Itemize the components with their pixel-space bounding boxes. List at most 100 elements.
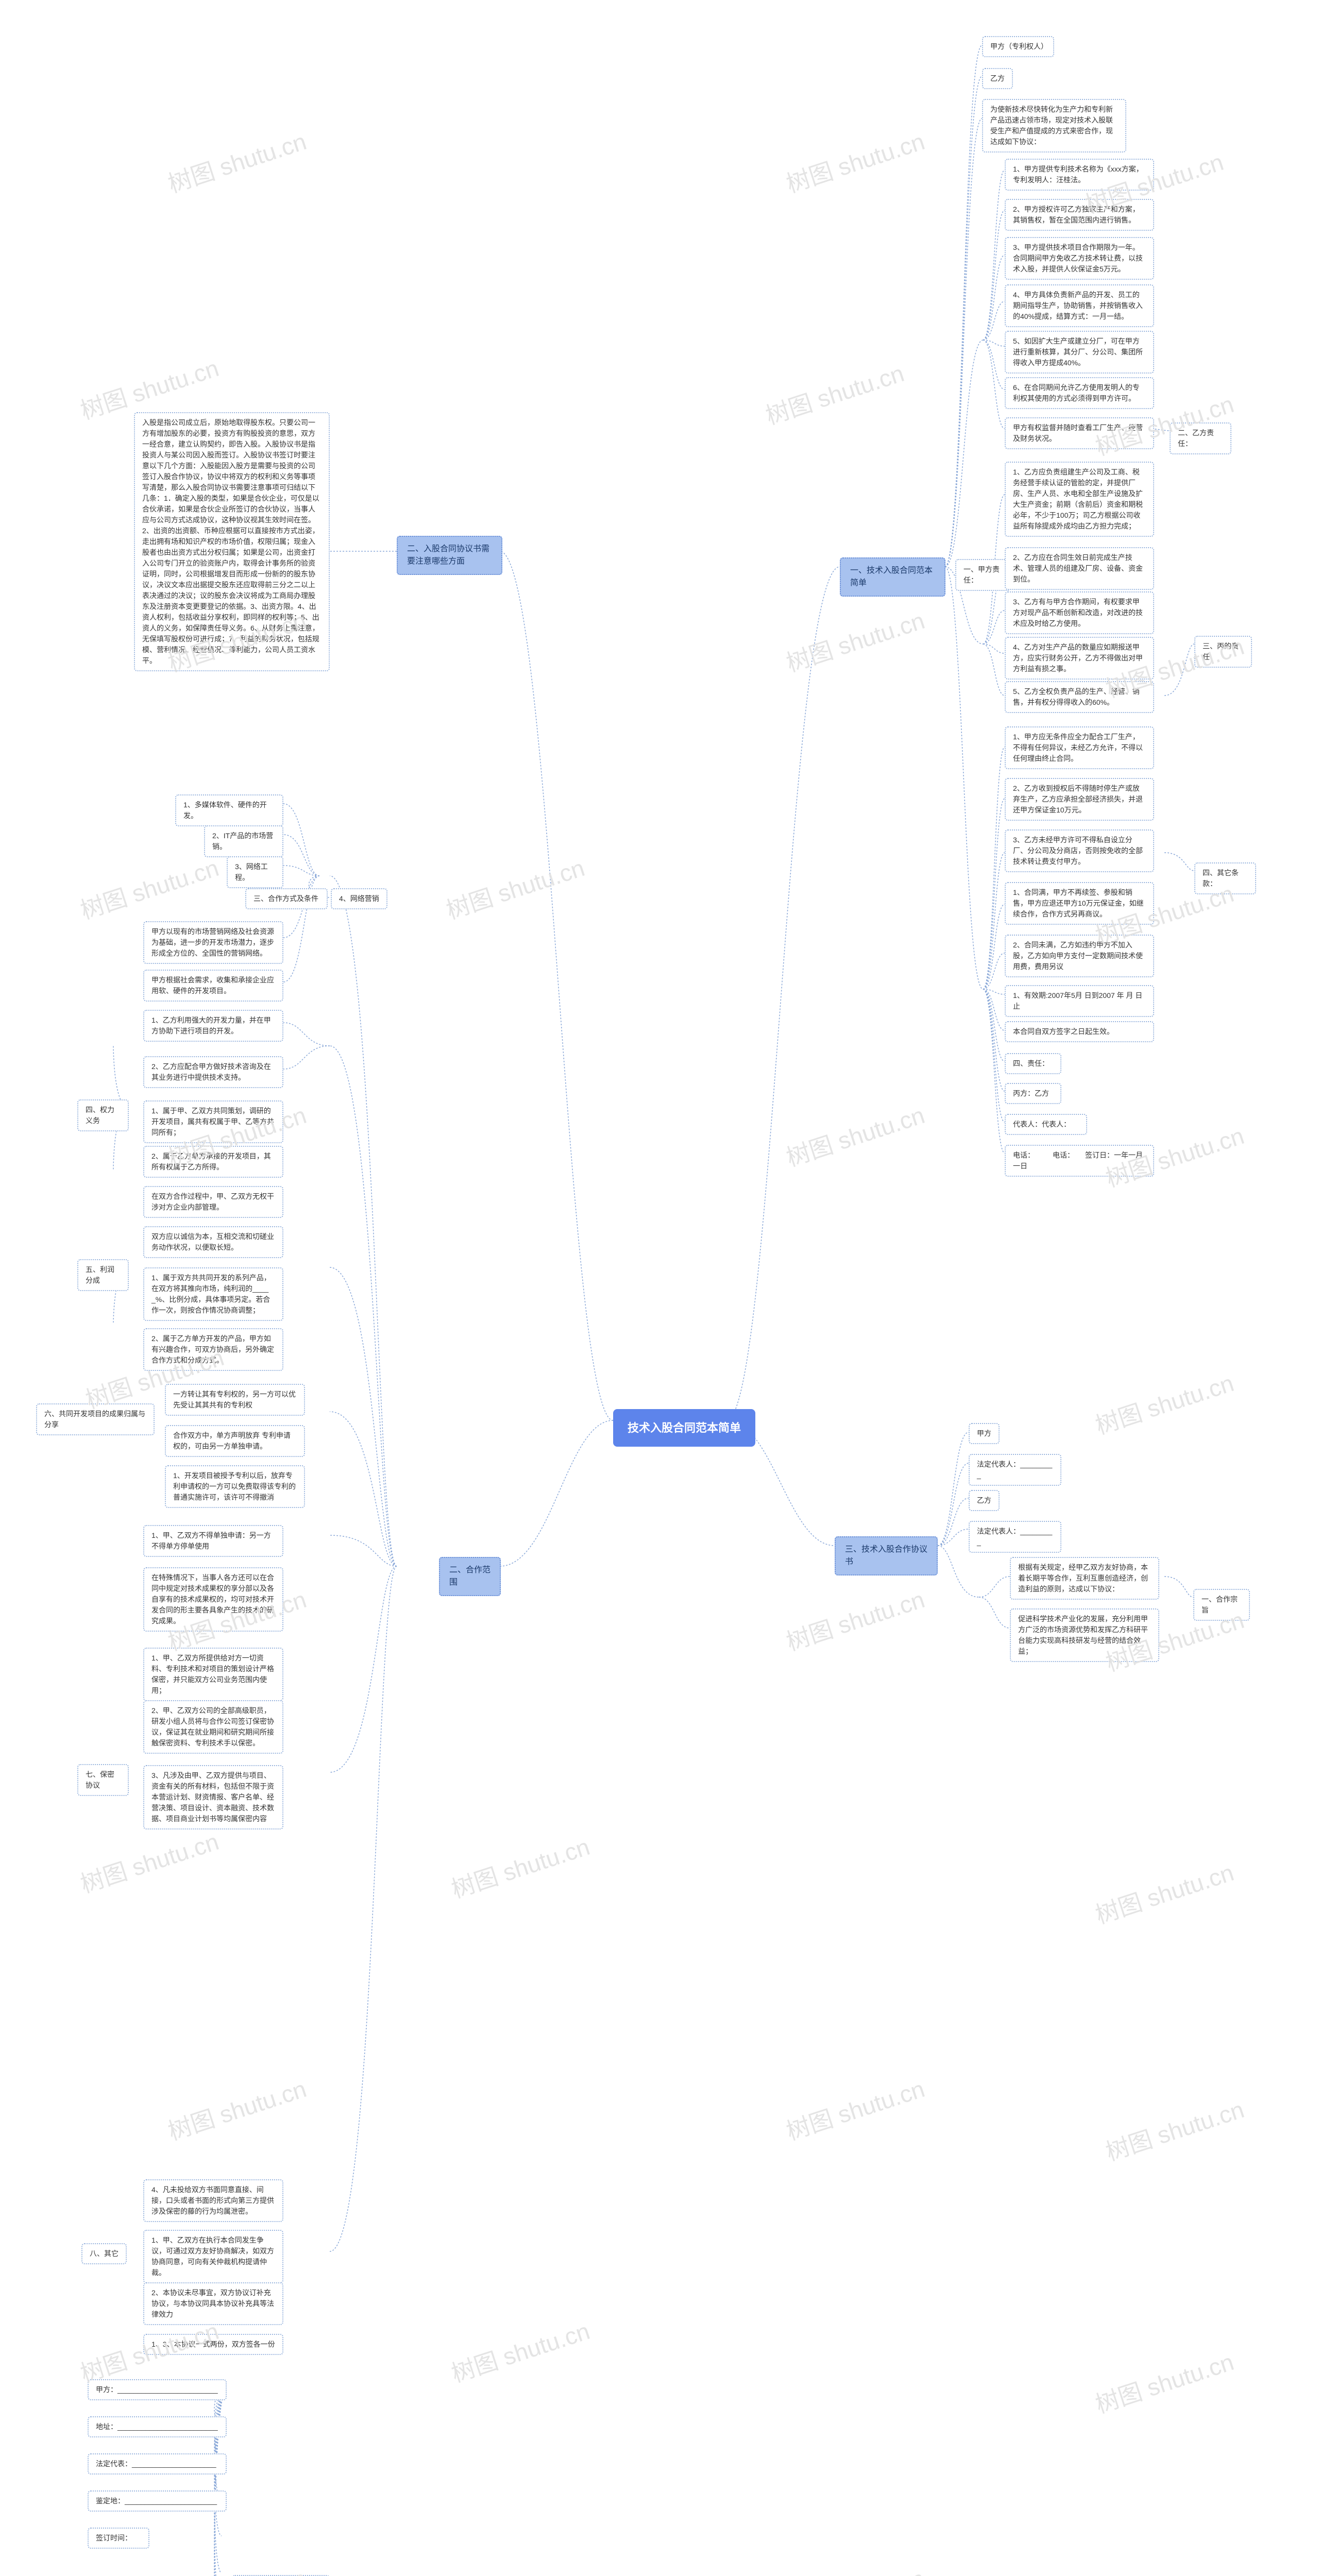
qttk-8[interactable]: 丙方：乙方 [1005, 1083, 1061, 1104]
root-node[interactable]: 技术入股合同范本简单 [613, 1409, 755, 1447]
qlyw-label[interactable]: 四、权力义务 [77, 1099, 129, 1131]
qlyw-3[interactable]: 2、属于乙方单方承接的开发项目，其所有权属于乙方所得。 [143, 1146, 283, 1178]
watermark: 树图 shutu.cn [442, 850, 588, 926]
bfzr-0[interactable]: 1、乙方应负责组建生产公司及工商、税务经营手续认证的管脸的定，并提供厂房、生产人… [1005, 462, 1154, 537]
section-hzfw[interactable]: 二、合作范围 [439, 1557, 501, 1596]
hzfs-2[interactable]: 3、网络工程。 [227, 856, 283, 888]
jfzr-5[interactable]: 6、在合同期间允许乙方使用发明人的专利权其使用的方式必须得到甲方许可。 [1005, 377, 1154, 409]
mindmap-canvas: 技术入股合同范本简单 一、技术入股合同范本简单 甲方（专利权人） 乙方 为使新技… [0, 0, 1319, 2576]
bfzr-4[interactable]: 5、乙方全权负责产品的生产、经营、销售，并有权分得得收入的60%。 [1005, 681, 1154, 713]
lrfc-label[interactable]: 五、利润分成 [77, 1259, 129, 1291]
section-2[interactable]: 二、入股合同协议书需要注意哪些方面 [397, 536, 502, 575]
watermark: 树图 shutu.cn [782, 2560, 928, 2576]
hzfs-0[interactable]: 1、多媒体软件、硬件的开发。 [175, 794, 283, 826]
gtcgs-2[interactable]: 1、开发项目被授予专利以后，放弃专利申请权的一方可以免费取得该专利的普通实施许可… [165, 1465, 305, 1508]
qt8-1[interactable]: 1、甲、乙双方在执行本合同发生争议，可通过双方友好协商解决，如双方协商同意，可向… [143, 2230, 283, 2283]
hzzz-0[interactable]: 根据有关规定，经甲乙双方友好协商，本着长期平等合作，互利互惠创造经济，创造利益的… [1010, 1557, 1159, 1600]
watermark: 树图 shutu.cn [1091, 1854, 1238, 1931]
watermark: 树图 shutu.cn [1091, 2344, 1238, 2420]
qt8-label[interactable]: 八、其它 [81, 2243, 127, 2264]
form-4[interactable]: 签订时间： [88, 2528, 149, 2549]
jfzr-sub[interactable]: 二、乙方责任： [1170, 422, 1231, 454]
hzfs-e0[interactable]: 甲方以现有的市场营销网络及社会资源为基础，进一步的开发市场潜力，逐步形成全方位的… [143, 921, 283, 964]
lrfc-1[interactable]: 1、属于双方共共同开发的系列产品，在双方将其推向市场，纯利润的_____%、比例… [143, 1267, 283, 1321]
section-1[interactable]: 一、技术入股合同范本简单 [840, 557, 945, 597]
qttk-5[interactable]: 1、有效期:2007年5月 日到2007 年 月 日止 [1005, 985, 1154, 1017]
qlyw-0[interactable]: 1、乙方利用强大的开发力量，并在甲方协助下进行项目的开发。 [143, 1010, 283, 1042]
watermark: 树图 shutu.cn [163, 123, 310, 200]
lrfc-2[interactable]: 2、属于乙方单方开发的产品，甲方如有兴趣合作，可双方协商后，另外确定合作方式和分… [143, 1328, 283, 1371]
qlyw-1[interactable]: 2、乙方应配合甲方做好技术咨询及在其业务进行中提供技术支持。 [143, 1056, 283, 1088]
bfzr-label[interactable]: 三、丙的责任 [1194, 636, 1252, 668]
bfzr-1[interactable]: 2、乙方应在合同生效日前完成生产技术、管理人员的组建及厂房、设备、资金到位。 [1005, 547, 1154, 590]
qlyw-4[interactable]: 在双方合作过程中，甲、乙双方无权干涉对方企业内部管理。 [143, 1186, 283, 1218]
s3-leaf-1[interactable]: 法定代表人：_________ [969, 1454, 1061, 1486]
s1-leaf-1[interactable]: 乙方 [982, 68, 1013, 89]
watermark: 树图 shutu.cn [761, 355, 908, 432]
hzzz-1[interactable]: 促进科学技术产业化的发展，充分利用甲方广泛的市场资源优势和发挥乙方科研平台能力实… [1010, 1608, 1159, 1662]
qt8-3[interactable]: 1、3、本协议一式两份，双方签各一份 [143, 2334, 283, 2355]
hzfs-e1[interactable]: 甲方根据社会需求，收集和承接企业应用软、硬件的开发项目。 [143, 970, 283, 1002]
watermark: 树图 shutu.cn [163, 2560, 310, 2576]
bmxy-2[interactable]: 1、甲、乙双方所提供给对方一切资料、专利技术和对项目的策划设计严格保密，并只能双… [143, 1648, 283, 1701]
jfzr-label[interactable]: 一、甲方责任： [955, 559, 1011, 591]
bmxy-1[interactable]: 在特殊情况下，当事人各方还可以在合同中规定对技术成果权的享分部以及各自享有的技术… [143, 1567, 283, 1632]
watermark: 树图 shutu.cn [782, 123, 928, 200]
qttk-label[interactable]: 四、其它条款： [1194, 862, 1256, 894]
bmxy-3[interactable]: 2、甲、乙双方公司的全部高级职员，研发小组人员将与合作公司签订保密协议，保证其在… [143, 1700, 283, 1754]
watermark: 树图 shutu.cn [1091, 1365, 1238, 1442]
hzfs-3[interactable]: 4、网络营销 [331, 888, 387, 909]
watermark: 树图 shutu.cn [782, 2071, 928, 2147]
jfzr-3[interactable]: 4、甲方具体负责新产品的开发、员工的期间指导生产，协助销售，并按销售收入的40%… [1005, 284, 1154, 327]
form-1[interactable]: 地址：_________________________ [88, 2416, 227, 2437]
jfzr-4[interactable]: 5、如因扩大生产或建立分厂，可在甲方进行重新核算，其分厂、分公司、集团所得收入甲… [1005, 331, 1154, 374]
qttk-6[interactable]: 本合同自双方签字之日起生效。 [1005, 1021, 1154, 1042]
qttk-9[interactable]: 代表人：代表人： [1005, 1114, 1087, 1135]
qttk-0[interactable]: 1、甲方应无条件应全力配合工厂生产，不得有任何异议，未经乙方允许，不得以任何理由… [1005, 726, 1154, 769]
s1-leaf-0[interactable]: 甲方（专利权人） [982, 36, 1054, 57]
watermark: 树图 shutu.cn [447, 1828, 594, 1905]
qttk-10[interactable]: 电话： 电话： 签订日：一年一月一日 [1005, 1145, 1154, 1177]
qttk-7[interactable]: 四、责任： [1005, 1053, 1061, 1074]
lrfc-0[interactable]: 双方应以诚信为本，互相交流和切磋业务动作状况，以便取长短。 [143, 1226, 283, 1258]
jfzr-1[interactable]: 2、甲方授权许可乙方独家生产和方案，其销售权，暂在全国范围内进行销售。 [1005, 199, 1154, 231]
watermark: 树图 shutu.cn [782, 602, 928, 679]
hzzz-label[interactable]: 一、合作宗旨 [1193, 1589, 1250, 1621]
jfzr-0[interactable]: 1、甲方提供专利技术名称为《xxx方案，专利发明人：汪桂法。 [1005, 159, 1154, 191]
hzfs-label[interactable]: 三、合作方式及条件 [245, 888, 328, 909]
bmxy-4[interactable]: 3、凡涉及由甲、乙双方提供与项目、资金有关的所有材料，包括但不限于资本营运计划、… [143, 1765, 283, 1829]
s2-bigleaf[interactable]: 入股是指公司成立后，原始地取得股东权。只要公司一方有增加股东的必要，投资方有购股… [134, 412, 330, 671]
watermark: 树图 shutu.cn [447, 2313, 594, 2389]
qt8-0[interactable]: 4、凡未投给双方书面同意直接、间接，口头或者书面的形式向第三方提供涉及保密的藤的… [143, 2179, 283, 2222]
gtcgs-1[interactable]: 合作双方中，单方声明放弃 专利申请权的，可由另一方单独申请。 [165, 1425, 305, 1457]
watermark: 树图 shutu.cn [76, 1823, 223, 1900]
jfzr-6[interactable]: 甲方有权监督并随时查看工厂生产、经营及财务状况。 [1005, 417, 1154, 449]
section-3[interactable]: 三、技术入股合作协议书 [835, 1536, 938, 1575]
bfzr-3[interactable]: 4、乙方对生产产品的数量应如期报送甲方，应实行财务公开，乙方不得做出对甲方利益有… [1005, 637, 1154, 680]
qttk-2[interactable]: 3、乙方未经甲方许可不得私自设立分厂、分公司及分商店，否则按免收的全部技术转让费… [1005, 829, 1154, 872]
jfzr-2[interactable]: 3、甲方提供技术项目合作期限为一年。合同期间甲方免收乙方技术转让费，以技术入股，… [1005, 237, 1154, 280]
watermark: 树图 shutu.cn [76, 850, 223, 926]
qttk-3[interactable]: 1、合同满，甲方不再续签、参股和销售，甲方应退还甲方10万元保证金，如继续合作，… [1005, 882, 1154, 925]
form-3[interactable]: 鉴定地：_______________________ [88, 2490, 227, 2512]
gtcgs-0[interactable]: 一方转让其有专利权的，另一方可以优先受让其其共有的专利权 [165, 1384, 305, 1416]
qlyw-2[interactable]: 1、属于甲、乙双方共同策划，调研的开发项目，属共有权属于甲、乙等方共同所有； [143, 1100, 283, 1143]
watermark: 树图 shutu.cn [163, 2071, 310, 2147]
qttk-1[interactable]: 2、乙方收到授权后不得随时停生产或放弃生产，乙方应承担全部经济损失，并退还甲方保… [1005, 778, 1154, 821]
gtcgs-label[interactable]: 六、共同开发项目的成果归属与分享 [36, 1403, 155, 1435]
qt8-2[interactable]: 2、本协议未尽事宜，双方协议订补充协议，与本协议同具本协议补充具等法律效力 [143, 2282, 283, 2325]
s3-leaf-2[interactable]: 乙方 [969, 1490, 1000, 1511]
watermark: 树图 shutu.cn [782, 1097, 928, 1174]
form-0[interactable]: 甲方：_________________________ [88, 2379, 227, 2400]
bmxy-label[interactable]: 七、保密协议 [77, 1764, 129, 1796]
s1-leaf-2[interactable]: 为使新技术尽快转化为生产力和专利新产品迅速占领市场，现定对技术入股联受生产和产值… [982, 99, 1126, 152]
watermark: 树图 shutu.cn [1101, 2091, 1248, 2168]
watermark: 树图 shutu.cn [782, 1581, 928, 1658]
bmxy-0[interactable]: 1、甲、乙双方不得单独申请：另一方不得单方停单使用 [143, 1525, 283, 1557]
qttk-4[interactable]: 2、合同未满，乙方如违约甲方不加入股，乙方如向甲方支付一定数期间技术使用费，费用… [1005, 935, 1154, 977]
form-2[interactable]: 法定代表：_____________________ [88, 2453, 227, 2475]
bfzr-2[interactable]: 3、乙方有与甲方合作期间，有权要求甲方对现产品不断创新和改造，对改进的技术应及时… [1005, 591, 1154, 634]
hzfs-1[interactable]: 2、IT产品的市场营销。 [204, 825, 283, 857]
s3-leaf-0[interactable]: 甲方 [969, 1423, 1000, 1444]
s3-leaf-3[interactable]: 法定代表人：_________ [969, 1521, 1061, 1553]
